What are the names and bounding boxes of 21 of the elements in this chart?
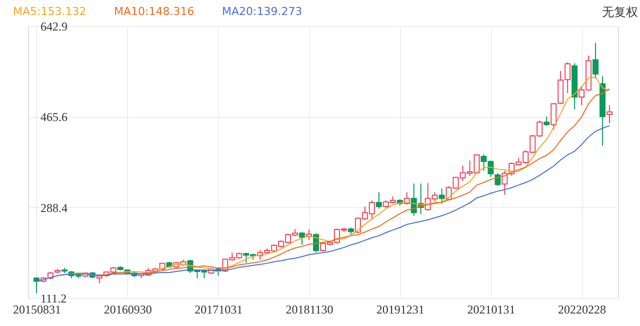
text: MA10:148.316: [114, 5, 194, 18]
y-tick-label: 465.6: [40, 110, 68, 124]
candlestick: [606, 104, 613, 124]
x-tick-label: 20171031: [194, 302, 243, 316]
x-tick-label: 20191231: [376, 302, 424, 316]
x-tick-label: 20210131: [467, 302, 516, 316]
x-tick-label: 20220228: [558, 302, 606, 316]
candlestick: [299, 232, 306, 246]
x-tick-label: 20160930: [104, 302, 152, 316]
candlestick: [592, 42, 599, 80]
y-tick-label: 642.9: [40, 20, 68, 34]
text: 无复权: [602, 5, 638, 19]
text: MA5:153.132: [13, 5, 86, 18]
y-tick-label: 288.4: [40, 200, 68, 215]
candlestick: [438, 188, 445, 204]
x-tick-label: 20181130: [286, 302, 334, 316]
y-tick-label: 111.2: [40, 292, 67, 306]
text: MA20:139.273: [222, 5, 302, 18]
x-tick-label: 20150831: [12, 302, 61, 316]
candlestick: [544, 116, 550, 126]
candlestick: [376, 192, 382, 210]
